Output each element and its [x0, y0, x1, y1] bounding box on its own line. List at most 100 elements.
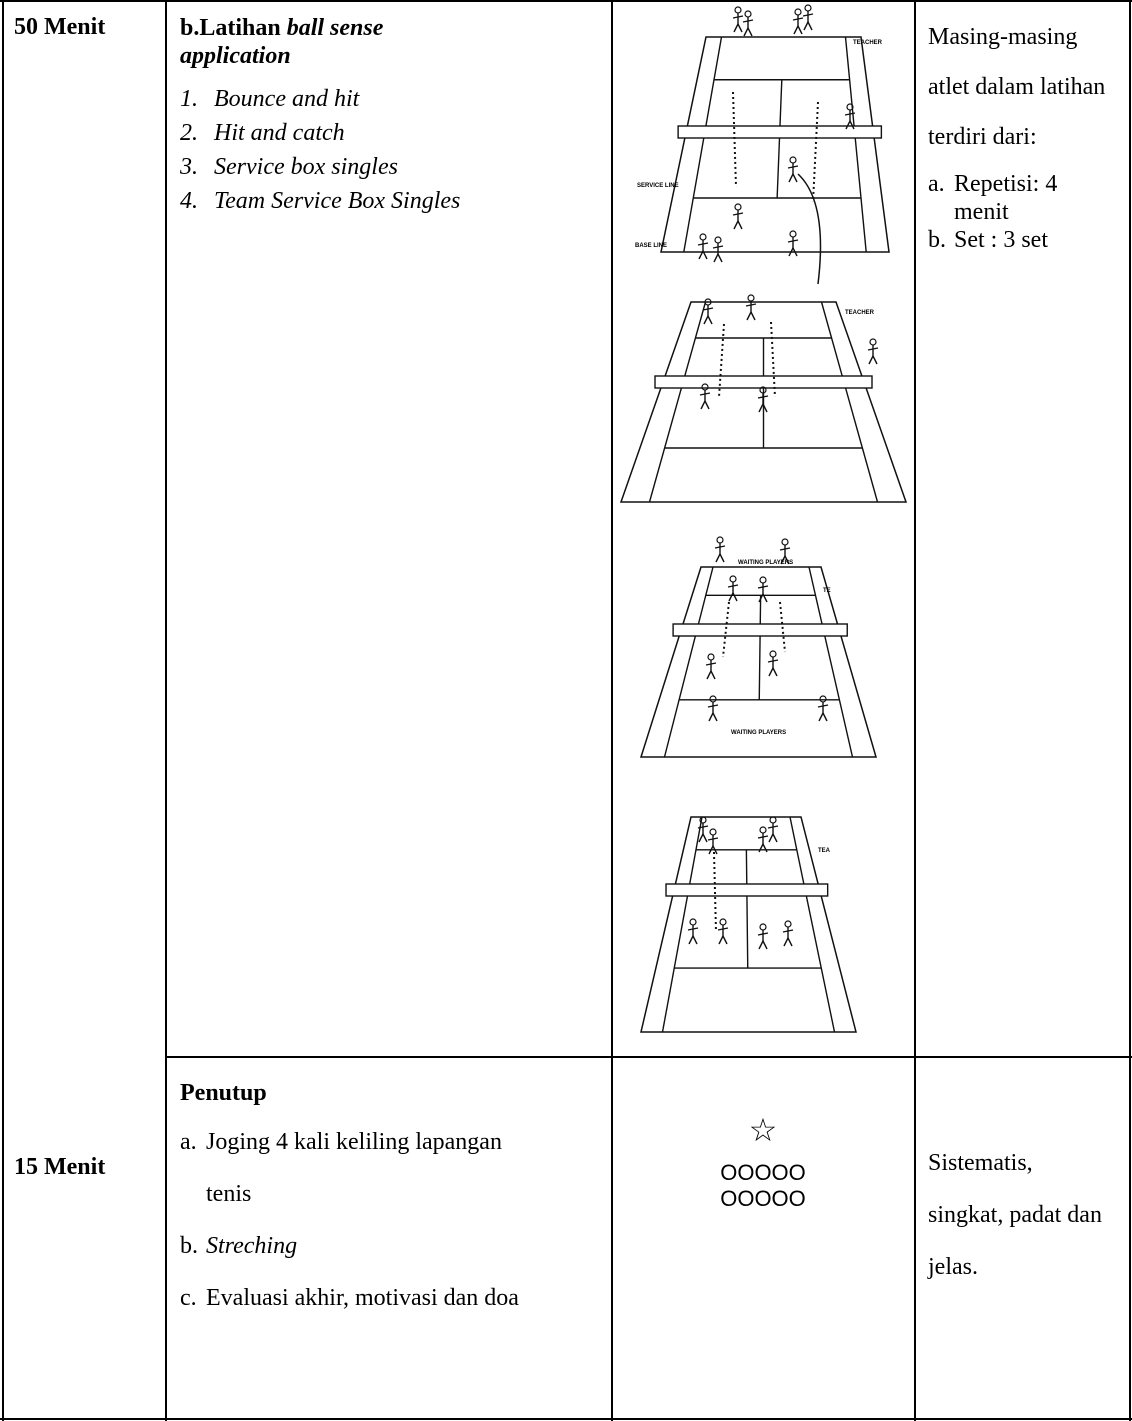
court-line	[699, 392, 711, 396]
court-line	[702, 833, 708, 843]
court-line	[758, 593, 764, 603]
notes-intro: Masing-masing atlet dalam latihan terdir…	[928, 24, 1106, 150]
court-line	[757, 932, 769, 936]
court-line	[712, 245, 724, 249]
item-text: Hit and catch	[214, 120, 345, 146]
net	[672, 623, 848, 637]
court-line	[849, 120, 855, 130]
court-line	[708, 712, 714, 722]
court-line	[718, 323, 725, 398]
border	[0, 1418, 1132, 1420]
player-head	[769, 650, 777, 658]
activity: Penutup a. Joging 4 kali keliling lapanga…	[180, 1078, 600, 1324]
court-line	[713, 851, 717, 933]
border	[165, 1056, 1132, 1058]
player-head	[716, 536, 724, 544]
court-line	[812, 101, 819, 203]
court-line	[717, 253, 723, 263]
player-head	[819, 695, 827, 703]
net	[665, 883, 829, 897]
court-outline	[660, 36, 890, 253]
court-line	[782, 929, 794, 933]
list-item: b. Set : 3 set	[928, 226, 1118, 254]
player-head	[789, 230, 797, 238]
court-line	[758, 403, 764, 413]
list: 1. Bounce and hit 2. Hit and catch 3. Servi…	[180, 82, 600, 218]
player-head	[709, 828, 717, 836]
court-line	[750, 311, 756, 321]
player-head	[794, 8, 802, 16]
border	[2, 0, 4, 1421]
marker: b.	[928, 227, 946, 253]
court-line	[820, 301, 879, 503]
court-line	[868, 355, 874, 365]
court-line	[788, 247, 794, 257]
court-diagrams: TEACHER SERVICE LINE BASE LINE TEACHER WAITI…	[619, 4, 908, 1033]
court-line	[757, 395, 769, 399]
court-line	[717, 927, 729, 931]
border	[914, 0, 916, 1421]
diagram-label: TEACHER	[845, 310, 875, 316]
court-line	[732, 15, 744, 19]
court-line	[789, 816, 836, 1033]
diagram-label: TE	[823, 588, 831, 594]
court-line	[762, 940, 768, 950]
court-line	[661, 816, 703, 1033]
player-head	[734, 203, 742, 211]
item-text: Evaluasi akhir, motivasi dan doa	[206, 1285, 519, 1311]
court-line	[792, 17, 804, 21]
player-head	[699, 233, 707, 241]
marker: b.	[180, 1233, 198, 1259]
court-line	[715, 553, 721, 563]
list-item: a. Repetisi: 4 menit	[928, 170, 1118, 226]
court-line	[722, 935, 728, 945]
list-item: 3. Service box singles	[180, 150, 600, 184]
player-head	[714, 236, 722, 244]
court-line	[702, 250, 708, 260]
player-head	[759, 923, 767, 931]
diagram-label: WAITING PLAYERS	[731, 730, 786, 736]
court-line	[733, 220, 739, 230]
court-line	[702, 307, 714, 311]
notes-list: a. Repetisi: 4 menit b. Set : 3 set	[928, 170, 1118, 254]
court-line	[758, 595, 762, 700]
court-line	[867, 347, 879, 351]
court-line	[697, 825, 709, 829]
player-head	[719, 918, 727, 926]
court-line	[822, 712, 828, 722]
court-outline	[640, 816, 857, 1033]
player-head	[709, 695, 717, 703]
court-outline	[639, 566, 877, 758]
ball-path	[797, 173, 822, 285]
time: 50 Menit	[14, 14, 106, 40]
court-line	[698, 833, 704, 843]
item-text: Set : 3 set	[954, 227, 1048, 253]
formation: ☆ OOOOO OOOOO	[613, 1110, 913, 1212]
court-line	[779, 547, 791, 551]
court-line	[797, 25, 803, 35]
court-line	[758, 940, 764, 950]
court-line	[718, 935, 724, 945]
diagram-label: TEACHER	[853, 40, 883, 46]
court-line	[708, 845, 714, 855]
court-line	[808, 566, 854, 758]
item-text: Repetisi: 4 menit	[954, 171, 1058, 225]
item-text: Streching	[206, 1233, 298, 1259]
court-line	[733, 23, 739, 33]
diagram-label: WAITING PLAYERS	[738, 560, 793, 566]
court-line	[780, 555, 786, 565]
court-line	[762, 403, 768, 413]
list-item: 1. Bounce and hit	[180, 82, 600, 116]
net	[677, 125, 883, 139]
court-line	[707, 704, 719, 708]
court-line	[802, 13, 814, 17]
court-line	[807, 21, 813, 31]
court-line	[767, 825, 779, 829]
court-line	[776, 79, 783, 199]
court-line	[706, 670, 712, 680]
court-line	[742, 19, 754, 23]
court-line	[746, 311, 752, 321]
court-line	[817, 704, 829, 708]
court-line	[758, 843, 764, 853]
